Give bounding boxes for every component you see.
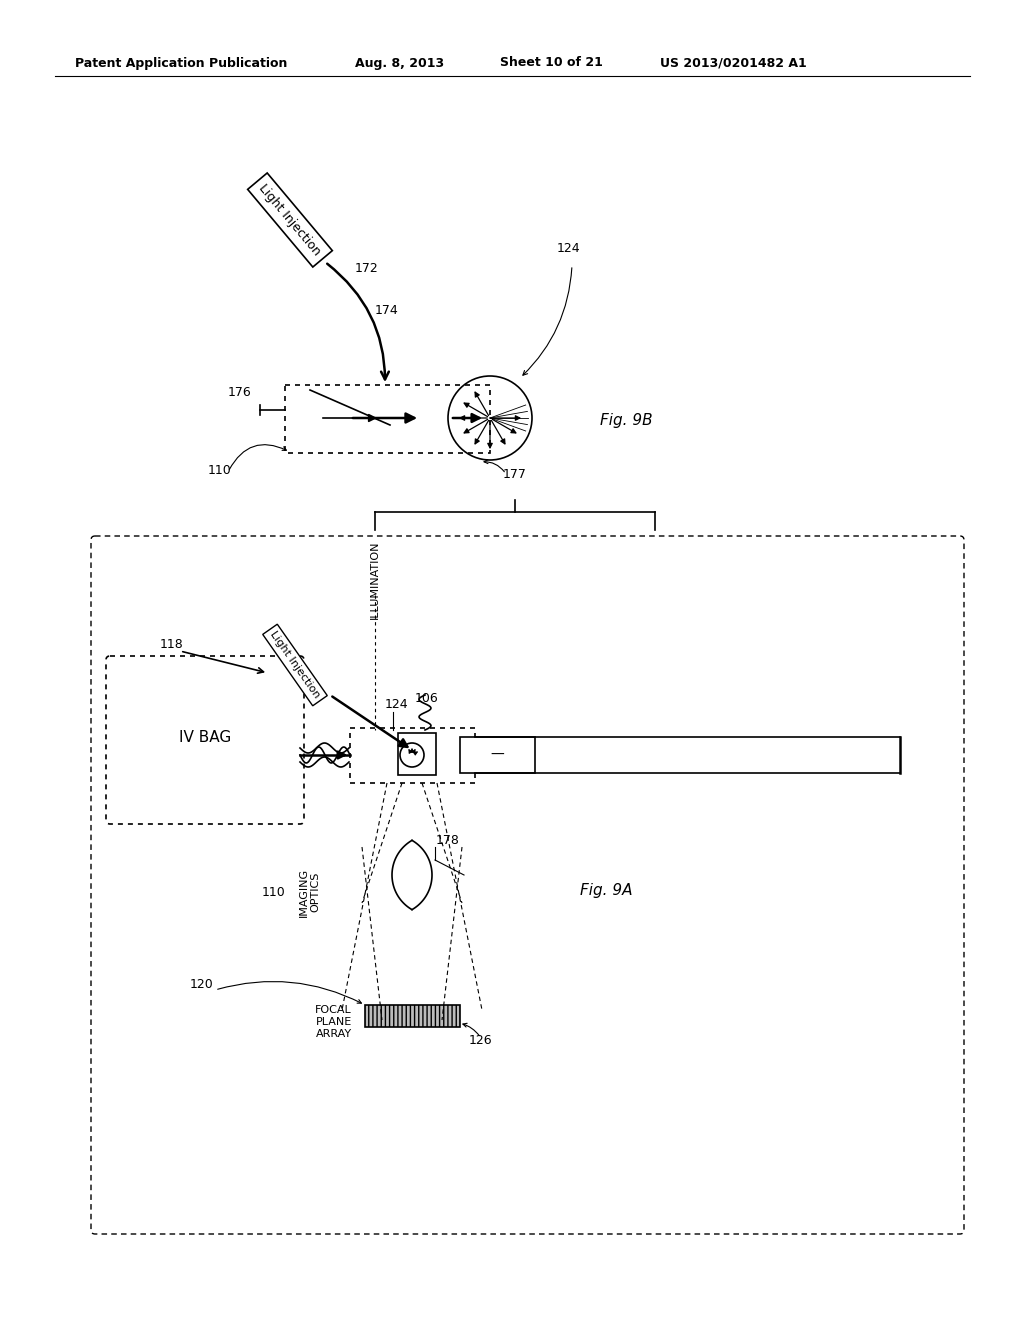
Text: PLANE: PLANE: [315, 1016, 352, 1027]
Text: 110: 110: [261, 886, 285, 899]
Bar: [285, 385, 490, 453]
Text: FOCAL: FOCAL: [315, 1005, 352, 1015]
Text: 118: 118: [160, 639, 183, 652]
Text: 177: 177: [503, 467, 527, 480]
Text: 172: 172: [355, 261, 379, 275]
Text: —: —: [490, 748, 504, 762]
Text: Fig. 9A: Fig. 9A: [580, 883, 633, 898]
Text: ILLUMINATION: ILLUMINATION: [370, 541, 380, 619]
Text: 110: 110: [208, 463, 231, 477]
Text: ARRAY: ARRAY: [315, 1030, 352, 1039]
Text: 106: 106: [415, 692, 438, 705]
Text: Light Injection: Light Injection: [268, 630, 322, 701]
Text: 176: 176: [228, 387, 252, 400]
Bar: [350, 729, 475, 783]
Text: 124: 124: [385, 698, 409, 711]
Text: Light Injection: Light Injection: [256, 182, 324, 259]
Text: 178: 178: [436, 833, 460, 846]
Text: US 2013/0201482 A1: US 2013/0201482 A1: [660, 57, 807, 70]
Text: 120: 120: [190, 978, 214, 991]
Bar: [365, 1005, 460, 1027]
Text: Aug. 8, 2013: Aug. 8, 2013: [355, 57, 444, 70]
Text: 174: 174: [375, 304, 398, 317]
Text: IV BAG: IV BAG: [179, 730, 231, 746]
Text: IMAGING
OPTICS: IMAGING OPTICS: [299, 867, 321, 916]
Text: Fig. 9B: Fig. 9B: [600, 412, 652, 428]
Text: Sheet 10 of 21: Sheet 10 of 21: [500, 57, 603, 70]
Bar: [460, 737, 535, 774]
Bar: [398, 733, 436, 775]
Text: 126: 126: [469, 1034, 493, 1047]
Text: 124: 124: [557, 242, 581, 255]
Text: Patent Application Publication: Patent Application Publication: [75, 57, 288, 70]
